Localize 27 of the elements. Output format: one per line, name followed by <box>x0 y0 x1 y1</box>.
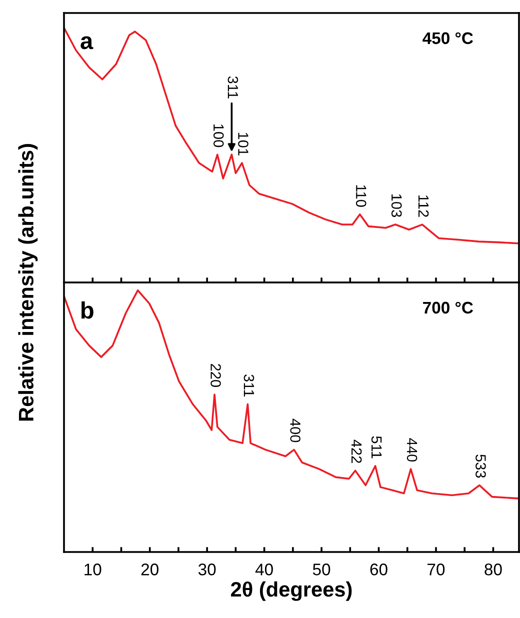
annotation: 103 <box>391 194 402 217</box>
x-tick-label: 60 <box>370 564 388 576</box>
annotation: 101 <box>238 132 248 156</box>
annotation: 533 <box>476 454 486 478</box>
x-axis-title: 2θ (degrees) <box>231 581 352 601</box>
annotation: 700 °C <box>423 302 474 314</box>
x-tick-label: 10 <box>84 564 102 576</box>
x-tick-label: 70 <box>428 564 445 576</box>
annotation: 110 <box>356 185 366 207</box>
annotation: 400 <box>290 418 300 442</box>
x-tick-label: 80 <box>484 564 502 576</box>
x-tick-label: 40 <box>255 564 273 576</box>
annotation: 422 <box>352 440 362 463</box>
x-tick-label: 30 <box>198 564 216 576</box>
x-tick-label: 50 <box>312 564 330 576</box>
annotation: a <box>80 36 94 50</box>
annotation: b <box>81 301 94 319</box>
annotation: 311 <box>244 374 254 397</box>
annotation: 311 <box>228 76 238 98</box>
annotation: 100 <box>213 124 224 148</box>
annotation: 220 <box>210 364 221 387</box>
annotation: 112 <box>418 195 429 217</box>
annotation: 511 <box>371 436 382 458</box>
x-tick-label: 20 <box>141 564 158 576</box>
annotation: 440 <box>406 438 418 462</box>
y-axis-title: Relative intensity (arb.units) <box>18 144 38 421</box>
annotation: 450 °C <box>422 32 474 44</box>
